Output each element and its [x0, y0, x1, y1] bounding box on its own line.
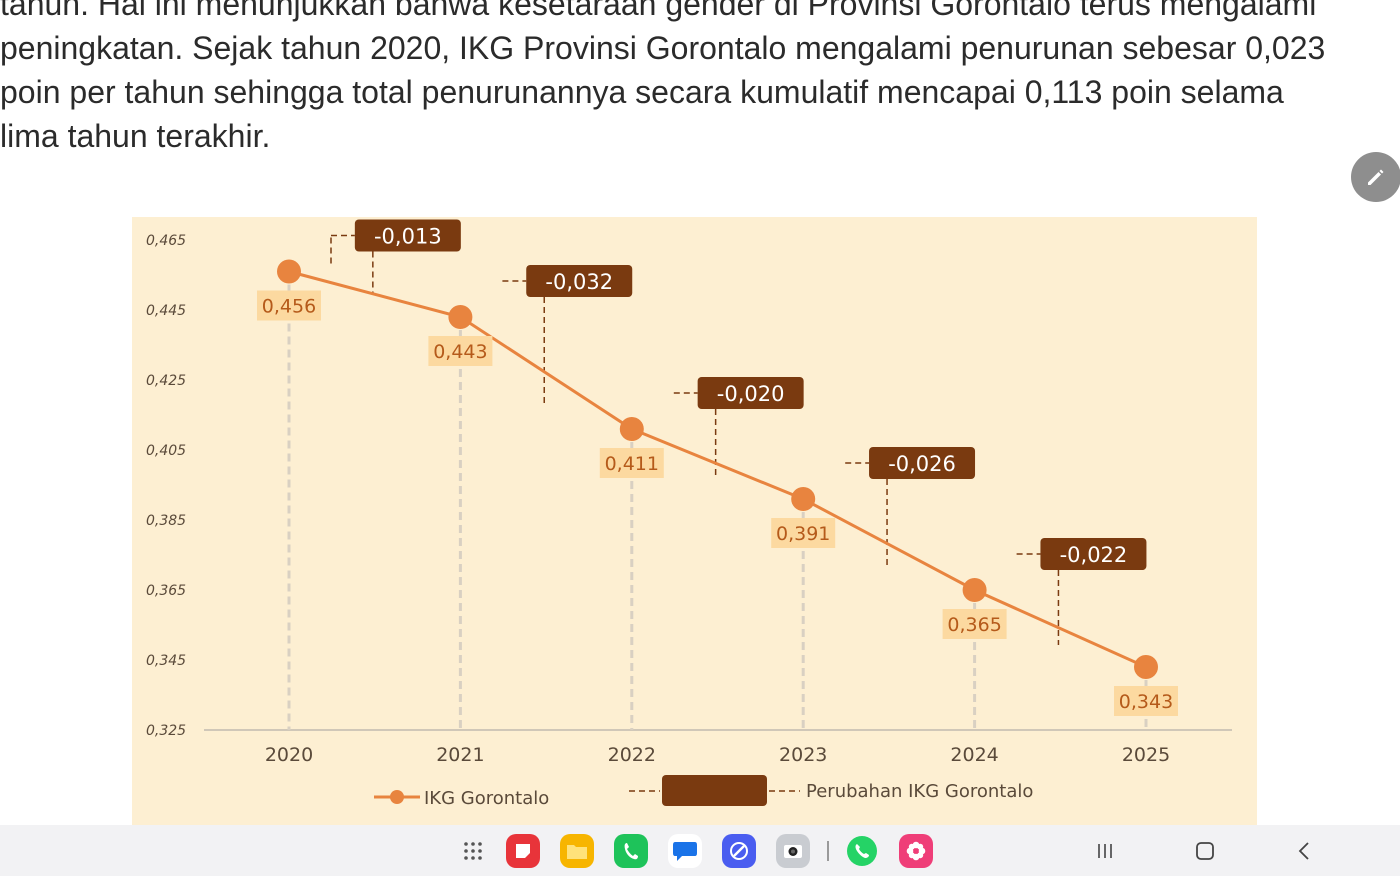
home-icon[interactable] — [1190, 837, 1220, 865]
pencil-icon — [1368, 169, 1384, 185]
y-tick-label: 0,365 — [146, 583, 186, 599]
legend-box-swatch — [662, 775, 767, 806]
change-box — [1040, 538, 1147, 570]
x-tick-label: 2022 — [608, 744, 656, 766]
value-label-bg — [599, 448, 664, 478]
article-line: poin per tahun sehingga total penurunann… — [0, 74, 1284, 110]
change-box — [354, 219, 461, 252]
y-tick-label: 0,425 — [146, 373, 186, 389]
taskbar-divider — [827, 841, 829, 861]
value-label-bg — [771, 518, 836, 548]
data-point — [619, 417, 644, 441]
change-box — [526, 265, 633, 297]
change-label: -0,032 — [545, 270, 613, 294]
camera-app-icon[interactable] — [776, 834, 810, 868]
x-tick-label: 2020 — [265, 744, 313, 766]
data-point — [277, 259, 301, 284]
line-chart: 0,465 0,445 0,425 0,405 0,385 0,365 0,345 0,325… — [146, 219, 1232, 809]
messages-app-icon[interactable] — [668, 834, 702, 868]
back-icon[interactable] — [1290, 837, 1320, 865]
app-drawer-icon[interactable] — [458, 837, 488, 865]
change-box — [697, 377, 804, 409]
legend-label: Perubahan IKG Gorontalo — [806, 781, 1033, 802]
change-label: -0,020 — [717, 382, 785, 406]
phone-app-icon[interactable] — [614, 834, 648, 868]
change-box — [869, 447, 976, 479]
data-point — [1134, 655, 1158, 679]
y-tick-label: 0,445 — [146, 303, 186, 319]
data-point — [791, 487, 816, 511]
legend-marker-swatch — [390, 790, 404, 804]
taskbar — [0, 825, 1400, 876]
change-label: -0,013 — [374, 225, 442, 249]
data-label: 0,456 — [262, 296, 316, 318]
value-label-bg — [257, 290, 321, 321]
article-line: lima tahun terakhir. — [0, 118, 271, 154]
legend-label: IKG Gorontalo — [424, 788, 549, 809]
change-label: -0,022 — [1060, 543, 1128, 567]
edit-button[interactable] — [1351, 152, 1400, 202]
y-tick-label: 0,345 — [146, 653, 186, 669]
chart-card: 0,465 0,445 0,425 0,405 0,385 0,365 0,345 0,325… — [132, 217, 1257, 832]
data-point — [962, 578, 987, 602]
value-label-bg — [942, 609, 1007, 639]
internet-app-icon[interactable] — [722, 834, 756, 868]
y-tick-label: 0,325 — [146, 723, 186, 739]
whatsapp-app-icon[interactable] — [845, 834, 879, 868]
article-text: tahun. Hal ini menunjukkan bahwa kesetar… — [0, 0, 1400, 158]
article-line: tahun. Hal ini menunjukkan bahwa kesetar… — [0, 0, 1317, 22]
value-label-bg — [428, 336, 493, 366]
notes-app-icon[interactable] — [506, 834, 540, 868]
data-label: 0,343 — [1119, 691, 1173, 713]
x-tick-label: 2021 — [436, 744, 484, 766]
recent-apps-icon[interactable] — [1090, 837, 1120, 865]
y-tick-label: 0,405 — [146, 443, 186, 459]
data-label: 0,365 — [947, 614, 1001, 636]
value-label-bg — [1114, 686, 1178, 716]
x-tick-label: 2023 — [779, 744, 827, 766]
data-label: 0,411 — [605, 453, 659, 475]
files-app-icon[interactable] — [560, 834, 594, 868]
change-label: -0,026 — [888, 452, 956, 476]
x-tick-label: 2025 — [1122, 744, 1170, 766]
gallery-app-icon[interactable] — [899, 834, 933, 868]
article-line: peningkatan. Sejak tahun 2020, IKG Provi… — [0, 30, 1326, 66]
data-label: 0,443 — [433, 341, 487, 363]
data-point — [448, 305, 473, 329]
y-tick-label: 0,385 — [146, 513, 186, 529]
y-tick-label: 0,465 — [146, 233, 186, 249]
data-label: 0,391 — [776, 523, 830, 545]
series-line — [288, 270, 1147, 669]
x-tick-label: 2024 — [950, 744, 998, 766]
